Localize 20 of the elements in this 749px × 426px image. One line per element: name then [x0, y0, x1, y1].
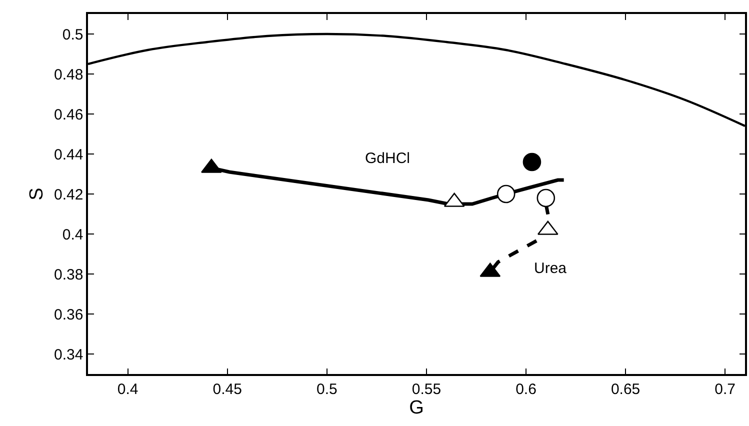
y-tick-label: 0.34	[54, 346, 84, 364]
series-label: Urea	[534, 260, 568, 277]
y-tick-label: 0.4	[62, 226, 84, 244]
x-tick-label: 0.7	[714, 380, 736, 398]
y-tick-label: 0.5	[62, 26, 84, 44]
y-axis-title: S	[26, 188, 48, 200]
x-tick-label: 0.55	[412, 380, 442, 398]
y-tick-label: 0.36	[54, 306, 84, 324]
y-tick-label: 0.44	[54, 146, 84, 164]
x-axis-title: G	[409, 398, 424, 419]
y-tick-label: 0.46	[54, 106, 84, 124]
x-tick-label: 0.6	[516, 380, 536, 398]
y-tick-label: 0.48	[54, 66, 84, 84]
x-tick-label: 0.45	[212, 380, 242, 398]
x-tick-label: 0.5	[316, 380, 338, 398]
y-tick-label: 0.38	[54, 266, 84, 284]
y-tick-label: 0.42	[54, 186, 84, 204]
x-tick-label: 0.4	[117, 380, 138, 398]
series-label: GdHCl	[365, 150, 410, 167]
x-tick-label: 0.65	[610, 380, 640, 398]
